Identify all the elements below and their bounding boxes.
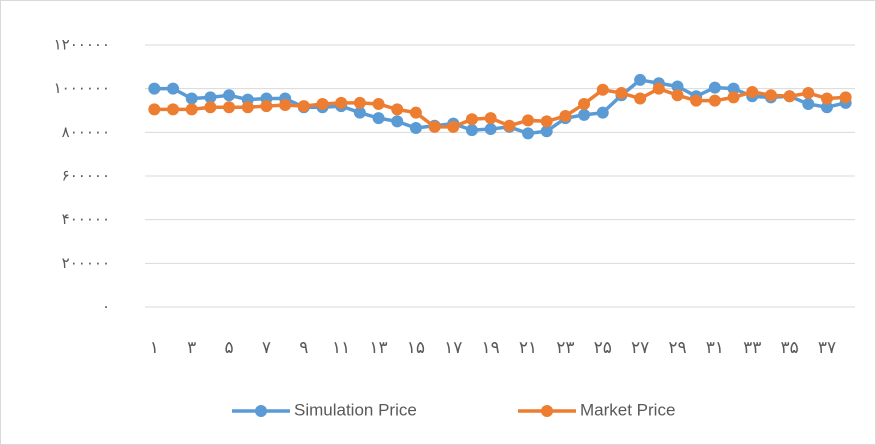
point bbox=[840, 91, 852, 103]
x-tick-label: ۲۱ bbox=[519, 338, 537, 358]
point bbox=[373, 98, 385, 110]
point bbox=[522, 114, 534, 126]
y-tick-label: ۲۰۰۰۰۰ bbox=[62, 254, 110, 272]
x-tick-label: ۵ bbox=[225, 338, 234, 358]
point bbox=[410, 107, 422, 119]
point bbox=[298, 100, 310, 112]
point bbox=[485, 123, 497, 135]
y-tick-label: ۱۲۰۰۰۰۰ bbox=[54, 36, 110, 54]
point bbox=[335, 97, 347, 109]
x-tick-label: ۱۷ bbox=[444, 338, 462, 358]
x-tick-label: ۳ bbox=[187, 338, 196, 358]
point bbox=[429, 121, 441, 133]
point bbox=[373, 112, 385, 124]
point bbox=[578, 98, 590, 110]
point bbox=[148, 103, 160, 115]
point bbox=[653, 83, 665, 95]
x-tick-label: ۱۵ bbox=[407, 338, 425, 358]
x-tick-label: ۲۷ bbox=[631, 338, 649, 358]
point bbox=[167, 103, 179, 115]
x-tick-label: ۳۷ bbox=[818, 338, 836, 358]
x-tick-label: ۱۳ bbox=[369, 338, 387, 358]
point bbox=[821, 92, 833, 104]
point bbox=[279, 99, 291, 111]
point bbox=[597, 107, 609, 119]
chart-border bbox=[1, 1, 876, 445]
chart: ۰ ۲۰۰۰۰۰ ۴۰۰۰۰۰ ۶۰۰۰۰۰ ۸۰۰۰۰۰ ۱۰۰۰۰۰۰ ۱۲۰۰۰۰۰ ۱… bbox=[0, 0, 876, 445]
point bbox=[186, 103, 198, 115]
point bbox=[690, 95, 702, 107]
point bbox=[709, 95, 721, 107]
point bbox=[223, 89, 235, 101]
x-tick-label: ۳۵ bbox=[780, 338, 798, 358]
point bbox=[447, 121, 459, 133]
y-tick-label: ۰ bbox=[102, 298, 110, 316]
x-tick-label: ۲۹ bbox=[668, 338, 686, 358]
point bbox=[597, 84, 609, 96]
point bbox=[559, 110, 571, 122]
point bbox=[260, 100, 272, 112]
y-tick-label: ۴۰۰۰۰۰ bbox=[62, 210, 110, 228]
point bbox=[541, 115, 553, 127]
legend-label: Market Price bbox=[580, 400, 675, 419]
point bbox=[802, 87, 814, 99]
point bbox=[466, 124, 478, 136]
point bbox=[466, 113, 478, 125]
x-tick-label: ۱۹ bbox=[482, 338, 500, 358]
point bbox=[634, 92, 646, 104]
point bbox=[485, 112, 497, 124]
point bbox=[634, 74, 646, 86]
x-tick-label: ۹ bbox=[299, 338, 308, 358]
point bbox=[391, 115, 403, 127]
point bbox=[354, 97, 366, 109]
legend-marker bbox=[541, 405, 553, 417]
y-tick-label: ۱۰۰۰۰۰۰ bbox=[54, 79, 110, 97]
legend-marker bbox=[255, 405, 267, 417]
point bbox=[728, 91, 740, 103]
point bbox=[223, 101, 235, 113]
point bbox=[784, 90, 796, 102]
y-tick-label: ۶۰۰۰۰۰ bbox=[62, 167, 110, 185]
legend-label: Simulation Price bbox=[294, 400, 417, 419]
point bbox=[802, 98, 814, 110]
point bbox=[148, 83, 160, 95]
point bbox=[391, 103, 403, 115]
point bbox=[672, 89, 684, 101]
point bbox=[615, 87, 627, 99]
point bbox=[167, 83, 179, 95]
point bbox=[242, 101, 254, 113]
x-tick-label: ۲۳ bbox=[556, 338, 574, 358]
point bbox=[186, 92, 198, 104]
x-tick-label: ۳۳ bbox=[743, 338, 761, 358]
point bbox=[578, 109, 590, 121]
point bbox=[765, 89, 777, 101]
point bbox=[709, 82, 721, 94]
point bbox=[522, 127, 534, 139]
x-tick-label: ۱ bbox=[150, 338, 159, 358]
y-tick-label: ۸۰۰۰۰۰ bbox=[62, 123, 110, 141]
point bbox=[410, 122, 422, 134]
x-tick-label: ۱۱ bbox=[332, 338, 350, 358]
x-tick-label: ۳۱ bbox=[706, 338, 724, 358]
x-tick-label: ۷ bbox=[262, 338, 271, 358]
x-tick-label: ۲۵ bbox=[594, 338, 612, 358]
point bbox=[746, 86, 758, 98]
point bbox=[317, 98, 329, 110]
point bbox=[503, 120, 515, 132]
point bbox=[204, 101, 216, 113]
